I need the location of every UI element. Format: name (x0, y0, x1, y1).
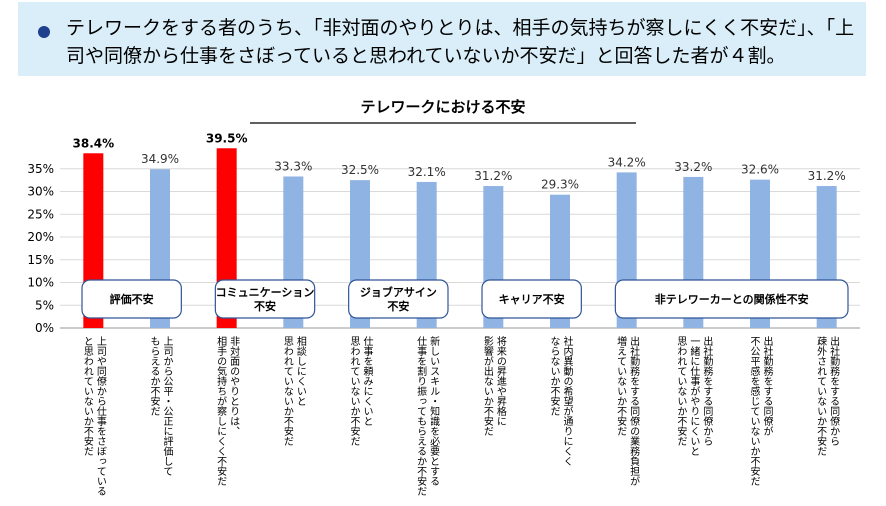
category-label: 仕事を割り振ってもらえるか不安だ (415, 335, 427, 496)
category-label: 相手の気持ちが察しにくく不安だ (215, 335, 227, 486)
data-label: 39.5% (206, 131, 248, 145)
bullet-icon (38, 26, 50, 38)
data-label: 33.2% (674, 160, 712, 174)
group-box (348, 279, 449, 319)
gridlines (60, 168, 860, 329)
category-label: 将来の昇進や昇格に (494, 336, 506, 426)
y-tick-label: 20% (27, 230, 54, 244)
data-label: 33.3% (274, 159, 312, 173)
category-label: 上司から公平・公正に評価して (161, 336, 173, 476)
group-label: 不安 (254, 299, 276, 313)
category-label: 思われていないか不安だ (348, 336, 360, 446)
group-label: 不安 (387, 299, 409, 313)
category-label: 影響が出ないか不安だ (481, 336, 493, 436)
y-tick-label: 25% (27, 207, 54, 221)
group-box (81, 279, 182, 319)
data-label: 34.2% (608, 155, 646, 169)
category-label: 一緒に仕事がやりにくいと (688, 336, 700, 456)
category-label: と思われていないか不安だ (81, 336, 93, 456)
group-label: ジョブアサイン (360, 285, 437, 299)
group-box (481, 279, 582, 319)
category-label: 不公平感を感じていないか不安だ (748, 336, 760, 486)
chart-title: テレワークにおける不安 (360, 98, 525, 116)
category-label: 出社勤務をする同僚の業務負担が (628, 335, 640, 486)
category-label: 出社勤務をする同僚が (761, 335, 773, 436)
group-box (614, 279, 849, 319)
category-label: 増えていないか不安だ (615, 335, 627, 436)
group-box (214, 279, 316, 319)
header-banner: テレワークをする者のうち、「非対面のやりとりは、相手の気持ちが察しにくく不安だ」… (18, 2, 866, 76)
data-label: 29.3% (541, 178, 579, 192)
category-label: もらえるか不安だ (148, 336, 160, 416)
y-tick-label: 5% (35, 298, 54, 312)
category-label: 新しいスキル・知識を必要とする (428, 335, 440, 486)
category-label: 非対面のやりとりは、 (228, 336, 240, 436)
category-label: 仕事を頼みにくいと (361, 335, 373, 426)
y-tick-label: 35% (27, 162, 54, 176)
y-axis: 0% 5% 10% 15% 20% 25% 30% 35% (27, 162, 54, 335)
data-label: 32.6% (741, 163, 779, 177)
value-labels: 38.4% 34.9% 39.5% 33.3% 32.5% 32.1% 31.2% 29.3%… (73, 131, 846, 191)
group-label: 非テレワーカーとの関係性不安 (655, 292, 809, 306)
group-label: コミュニケーション (216, 286, 315, 299)
category-label: ならないか不安だ (548, 336, 560, 416)
category-labels: 上司や同僚から仕事をさぼっていると思われていないか不安だ 上司から公平・公正に評価… (81, 335, 839, 496)
header-text: テレワークをする者のうち、「非対面のやりとりは、相手の気持ちが察しにくく不安だ」… (66, 17, 855, 67)
category-label: 思われていないか不安だ (675, 336, 687, 446)
category-label: 相談しにくいと (294, 335, 306, 406)
data-label: 32.5% (341, 163, 379, 177)
category-label: 疎外されていないか不安だ (815, 336, 827, 456)
category-label: 社内異動の希望が通りにくく (561, 335, 573, 466)
data-label: 31.2% (808, 169, 846, 183)
group-label: キャリア不安 (499, 292, 565, 306)
data-label: 34.9% (141, 152, 179, 166)
group-label: 評価不安 (110, 292, 154, 306)
category-label: 出社勤務をする同僚から (828, 335, 840, 446)
y-tick-label: 30% (27, 185, 54, 199)
data-label: 31.2% (474, 169, 512, 183)
category-label: 思われていないか不安だ (281, 336, 293, 446)
category-label: 出社勤務をする同僚から (701, 335, 713, 446)
y-tick-label: 15% (27, 253, 54, 267)
data-label: 38.4% (73, 136, 115, 150)
y-tick-label: 10% (27, 276, 54, 290)
category-label: 上司や同僚から仕事をさぼっている (94, 336, 106, 496)
data-label: 32.1% (408, 165, 446, 179)
y-tick-label: 0% (35, 321, 54, 335)
